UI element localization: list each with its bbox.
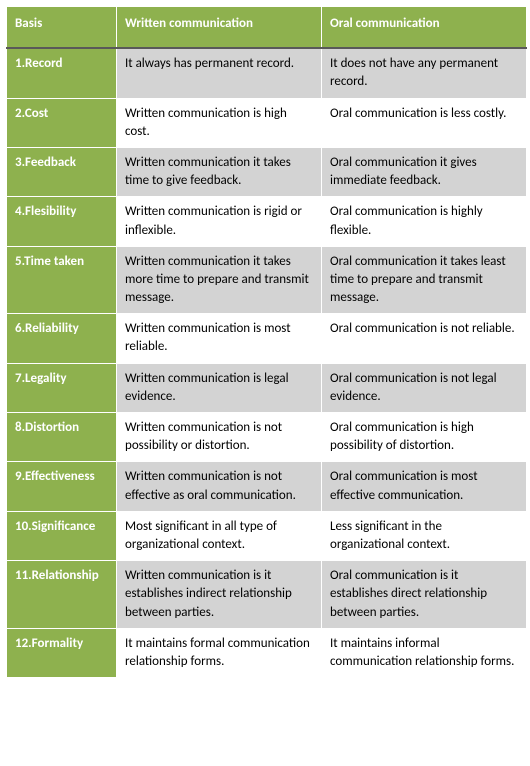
cell-basis: 6.Reliability <box>7 314 117 363</box>
cell-written: Written communication it takes more time… <box>117 246 322 314</box>
cell-basis: 10.Significance <box>7 511 117 560</box>
table-row: 9.Effectiveness Written communication is… <box>7 462 527 511</box>
cell-basis: 8.Distortion <box>7 413 117 462</box>
cell-basis: 9.Effectiveness <box>7 462 117 511</box>
table-row: 10.Significance Most significant in all … <box>7 511 527 560</box>
cell-basis: 1.Record <box>7 48 117 98</box>
cell-oral: It maintains informal communication rela… <box>322 628 527 677</box>
cell-written: Written communication is high cost. <box>117 98 322 147</box>
table-row: 5.Time taken Written communication it ta… <box>7 246 527 314</box>
cell-written: Written communication it takes time to g… <box>117 147 322 196</box>
cell-written: Written communication is legal evidence. <box>117 363 322 412</box>
header-oral: Oral communication <box>322 7 527 49</box>
table-row: 4.Flesibility Written communication is r… <box>7 197 527 246</box>
header-basis: Basis <box>7 7 117 49</box>
table-row: 7.Legality Written communication is lega… <box>7 363 527 412</box>
cell-basis: 5.Time taken <box>7 246 117 314</box>
cell-basis: 3.Feedback <box>7 147 117 196</box>
cell-basis: 4.Flesibility <box>7 197 117 246</box>
cell-oral: Oral communication it takes least time t… <box>322 246 527 314</box>
cell-written: It always has permanent record. <box>117 48 322 98</box>
cell-written: Written communication is rigid or inflex… <box>117 197 322 246</box>
comparison-table: Basis Written communication Oral communi… <box>6 6 527 678</box>
cell-written: Most significant in all type of organiza… <box>117 511 322 560</box>
cell-oral: Oral communication is high possibility o… <box>322 413 527 462</box>
cell-written: Written communication is not possibility… <box>117 413 322 462</box>
cell-basis: 2.Cost <box>7 98 117 147</box>
cell-basis: 12.Formality <box>7 628 117 677</box>
table-row: 8.Distortion Written communication is no… <box>7 413 527 462</box>
table-body: 1.Record It always has permanent record.… <box>7 48 527 677</box>
cell-oral: It does not have any permanent record. <box>322 48 527 98</box>
cell-oral: Oral communication it gives immediate fe… <box>322 147 527 196</box>
table-row: 3.Feedback Written communication it take… <box>7 147 527 196</box>
cell-oral: Oral communication is less costly. <box>322 98 527 147</box>
table-header-row: Basis Written communication Oral communi… <box>7 7 527 49</box>
table-row: 2.Cost Written communication is high cos… <box>7 98 527 147</box>
table-row: 12.Formality It maintains formal communi… <box>7 628 527 677</box>
table-row: 1.Record It always has permanent record.… <box>7 48 527 98</box>
cell-oral: Less significant in the organizational c… <box>322 511 527 560</box>
cell-written: Written communication is it establishes … <box>117 561 322 629</box>
header-written: Written communication <box>117 7 322 49</box>
cell-basis: 11.Relationship <box>7 561 117 629</box>
table-row: 6.Reliability Written communication is m… <box>7 314 527 363</box>
cell-oral: Oral communication is not reliable. <box>322 314 527 363</box>
cell-oral: Oral communication is highly flexible. <box>322 197 527 246</box>
table-row: 11.Relationship Written communication is… <box>7 561 527 629</box>
cell-written: It maintains formal communication relati… <box>117 628 322 677</box>
cell-written: Written communication is not effective a… <box>117 462 322 511</box>
cell-oral: Oral communication is not legal evidence… <box>322 363 527 412</box>
cell-basis: 7.Legality <box>7 363 117 412</box>
cell-oral: Oral communication is it establishes dir… <box>322 561 527 629</box>
cell-written: Written communication is most reliable. <box>117 314 322 363</box>
cell-oral: Oral communication is most effective com… <box>322 462 527 511</box>
